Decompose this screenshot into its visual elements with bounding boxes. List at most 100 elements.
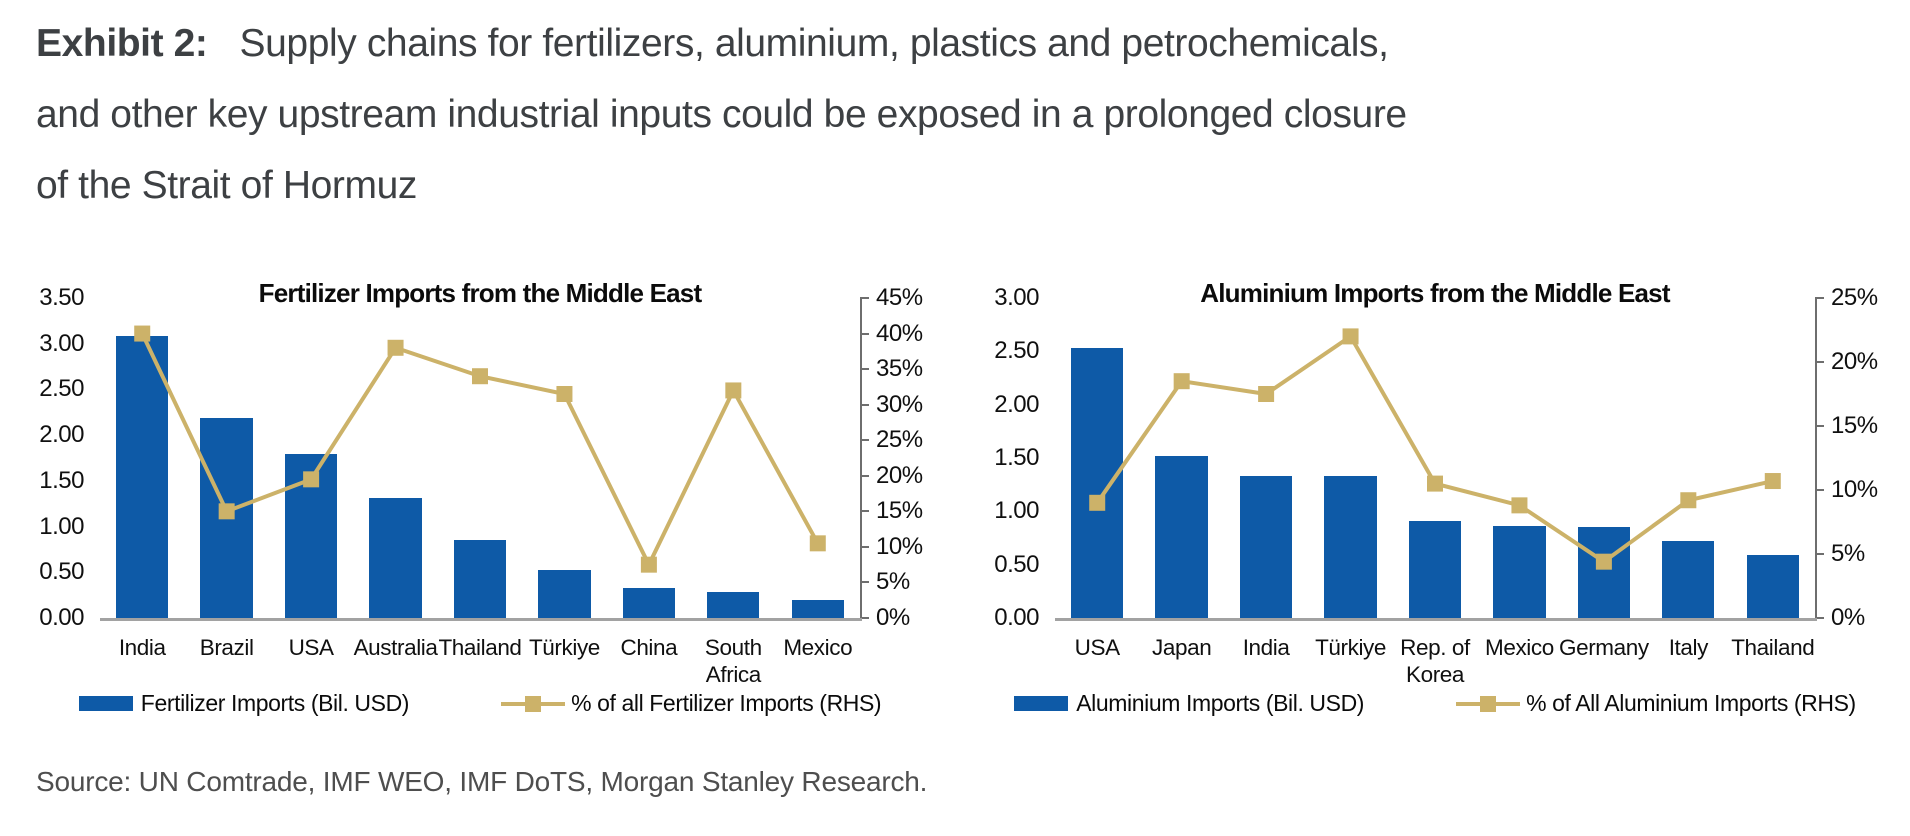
bar-series-swatch (78, 696, 133, 711)
x-axis-baseline (100, 618, 862, 621)
right-axis-tick (860, 368, 869, 371)
exhibit-title: Exhibit 2: Supply chains for fertilizers,… (36, 8, 1596, 221)
left-axis-tick-label: 1.50 (994, 444, 1039, 471)
bar-germany (1577, 527, 1631, 618)
right-axis-tick-label: 25% (876, 426, 923, 454)
right-axis-tick-label: 25% (1831, 284, 1878, 311)
right-axis-tick-label: 40% (876, 319, 923, 347)
right-axis-tick (860, 332, 869, 335)
right-axis-tick-label: 45% (876, 284, 923, 311)
bar-australia (369, 498, 422, 618)
x-axis-label: South Africa (704, 635, 762, 687)
bar-rep.-of-korea (1408, 520, 1462, 618)
right-axis-tick-label: 15% (1831, 412, 1878, 439)
legend-item-fertilizer-bars: Fertilizer Imports (Bil. USD) (78, 690, 410, 717)
right-axis-line (860, 298, 862, 618)
pct-line-marker (556, 386, 573, 402)
line-series-swatch (1456, 695, 1521, 712)
bar-türkiye (538, 569, 591, 618)
right-axis-tick-label: 35% (876, 355, 923, 383)
left-axis-tick-label: 1.00 (994, 497, 1039, 525)
source-note: Source: UN Comtrade, IMF WEO, IMF DoTS, … (36, 766, 928, 797)
x-axis-label: USA (1074, 635, 1120, 660)
line-series-label: % of All Aluminium Imports (RHS) (1526, 690, 1856, 716)
right-axis-tick (1815, 617, 1824, 619)
aluminium-chart-legend: Aluminium Imports (Bil. USD) % of All Al… (985, 690, 1885, 717)
right-axis-tick (860, 297, 869, 299)
pct-line-marker (1680, 492, 1697, 509)
right-axis-tick-label: 10% (1831, 476, 1878, 503)
title-text-line-3: of the Strait of Hormuz (36, 164, 417, 207)
title-text-line-2: and other key upstream industrial inputs… (36, 93, 1407, 136)
aluminium-chart-title: Aluminium Imports from the Middle East (1200, 278, 1670, 308)
right-axis-tick (1815, 361, 1824, 363)
line-series-label: % of all Fertilizer Imports (RHS) (571, 690, 882, 716)
left-axis-tick-label: 2.50 (994, 337, 1039, 365)
pct-line-marker (809, 535, 826, 552)
bar-thailand (1746, 555, 1799, 618)
bar-mexico (791, 599, 844, 618)
bar-india (116, 336, 169, 618)
x-axis-label: Rep. of Korea (1400, 635, 1470, 687)
right-axis-tick (1815, 553, 1824, 555)
aluminium-imports-chart: Aluminium Imports from the Middle East A… (985, 278, 1885, 738)
exhibit-label: Exhibit 2: (36, 22, 208, 65)
x-axis-baseline (1055, 618, 1817, 621)
title-text-line-1: Supply chains for fertilizers, aluminium… (239, 22, 1389, 65)
x-axis-label: Germany (1559, 635, 1649, 660)
right-axis-line (1815, 298, 1817, 618)
pct-line-marker (725, 382, 742, 399)
bar-india (1239, 476, 1293, 618)
legend-item-aluminium-line: % of All Aluminium Imports (RHS) (1456, 690, 1856, 717)
line-swatch-marker (525, 695, 542, 712)
x-axis-label: Türkiye (528, 635, 600, 660)
bar-series-label: Fertilizer Imports (Bil. USD) (140, 690, 410, 716)
right-axis-tick (860, 439, 869, 442)
fertilizer-chart-title: Fertilizer Imports from the Middle East (258, 278, 702, 308)
right-axis-tick-label: 5% (1831, 540, 1865, 567)
x-axis-label: Mexico (1485, 635, 1554, 660)
fertilizer-chart-legend: Fertilizer Imports (Bil. USD) % of all F… (30, 690, 930, 717)
left-axis-tick-label: 0.00 (994, 604, 1039, 631)
pct-line-marker (1764, 473, 1781, 490)
bar-thailand (453, 540, 507, 618)
x-axis-label: Italy (1668, 635, 1709, 660)
left-axis-tick-label: 0.50 (994, 550, 1039, 578)
x-axis-label: Mexico (783, 635, 853, 660)
bar-china (622, 587, 676, 618)
left-axis-tick-label: 2.00 (39, 421, 84, 449)
pct-line-marker (1511, 497, 1528, 514)
left-axis-tick-label: 0.00 (39, 604, 84, 631)
x-axis-label: Thailand (1731, 635, 1815, 660)
x-axis-label: India (118, 635, 166, 660)
right-axis-tick (860, 617, 869, 619)
pct-line-marker (472, 368, 488, 385)
left-axis-tick-label: 3.00 (39, 329, 84, 357)
pct-line-marker (1173, 373, 1190, 390)
right-axis-tick (1815, 425, 1824, 427)
bar-türkiye (1324, 476, 1377, 618)
right-axis-tick-label: 20% (1831, 348, 1878, 375)
x-axis-label: China (620, 635, 678, 660)
pct-line-marker (1258, 386, 1275, 402)
left-axis-tick-label: 1.00 (39, 512, 84, 540)
right-axis-tick (860, 581, 869, 584)
bar-mexico (1493, 526, 1546, 618)
x-axis-label: Australia (353, 635, 438, 660)
fertilizer-imports-chart: Fertilizer Imports from the Middle East … (30, 278, 930, 738)
bar-brazil (200, 417, 253, 618)
right-axis-tick-label: 30% (876, 390, 923, 418)
right-axis-tick-label: 0% (1831, 604, 1865, 631)
left-axis-tick-label: 1.50 (39, 466, 84, 494)
bar-series-swatch (1014, 696, 1069, 711)
bar-japan (1155, 455, 1208, 618)
right-axis-tick (1815, 297, 1824, 299)
x-axis-label: USA (288, 635, 334, 660)
right-axis-tick (860, 474, 869, 477)
bar-italy (1662, 541, 1715, 618)
right-axis-tick-label: 10% (876, 532, 923, 560)
right-axis-tick (860, 510, 869, 513)
x-axis-label: Türkiye (1315, 635, 1387, 660)
line-swatch-marker (1480, 695, 1497, 712)
right-axis-tick-label: 5% (876, 568, 910, 596)
